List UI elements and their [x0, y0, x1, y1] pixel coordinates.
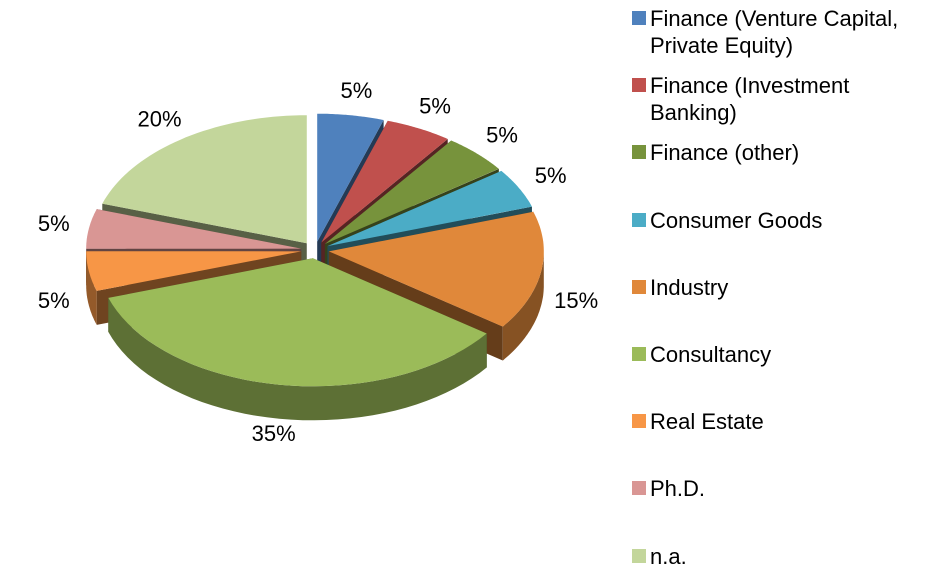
data-label: 20% — [138, 106, 182, 131]
slice — [108, 258, 487, 387]
slice-wall — [502, 251, 544, 361]
legend-label: Finance (Venture Capital, Private Equity… — [650, 6, 899, 58]
legend-item: Industry — [632, 274, 932, 301]
data-label: 5% — [340, 78, 372, 103]
slice — [86, 251, 302, 291]
legend-swatch — [632, 78, 646, 93]
slice — [327, 170, 532, 247]
legend-swatch — [632, 347, 646, 361]
legend-swatch — [632, 145, 646, 160]
legend-item: Ph.D. — [632, 475, 932, 502]
slice — [102, 115, 307, 244]
slice — [321, 120, 448, 243]
legend-item: Finance (other) — [632, 139, 932, 166]
legend-label: Real Estate — [650, 409, 764, 435]
legend-swatch — [632, 414, 646, 429]
slice — [324, 140, 499, 245]
legend-label: Consultancy — [650, 342, 772, 367]
legend-swatch — [632, 548, 646, 563]
data-label: 35% — [252, 421, 296, 446]
legend-swatch — [632, 11, 646, 25]
slice-wall — [108, 297, 487, 421]
legend-item: Real Estate — [632, 408, 932, 435]
legend-swatch — [632, 279, 646, 294]
legend-label: Finance (Investment Banking) — [650, 73, 850, 126]
legend-swatch — [632, 481, 646, 496]
slice — [317, 113, 384, 242]
data-label: 5% — [419, 93, 451, 118]
legend-item: Finance (Venture Capital, Private Equity… — [632, 5, 932, 59]
data-label: 5% — [535, 163, 567, 188]
slice — [328, 211, 544, 327]
legend-item: Finance (Investment Banking) — [632, 72, 932, 126]
legend-label: Consumer Goods — [650, 207, 823, 233]
legend-item: n.a. — [632, 543, 932, 566]
legend-item: Consultancy — [632, 341, 932, 368]
slice — [86, 209, 302, 249]
pie-area: 5% 5% 5% 5% 15% 35% 5% 5% 20% — [38, 78, 598, 446]
data-label: 5% — [486, 123, 518, 148]
legend-label: Finance (other) — [650, 140, 800, 166]
slice-wall — [86, 251, 97, 325]
data-label: 5% — [38, 211, 70, 236]
legend-label: n.a. — [650, 543, 687, 566]
legend-swatch — [632, 212, 646, 227]
legend-label: Ph.D. — [650, 476, 706, 502]
legend-label: Industry — [650, 274, 729, 300]
data-label: 15% — [554, 288, 598, 313]
data-label: 5% — [38, 288, 70, 313]
legend-item: Consumer Goods — [632, 207, 932, 234]
